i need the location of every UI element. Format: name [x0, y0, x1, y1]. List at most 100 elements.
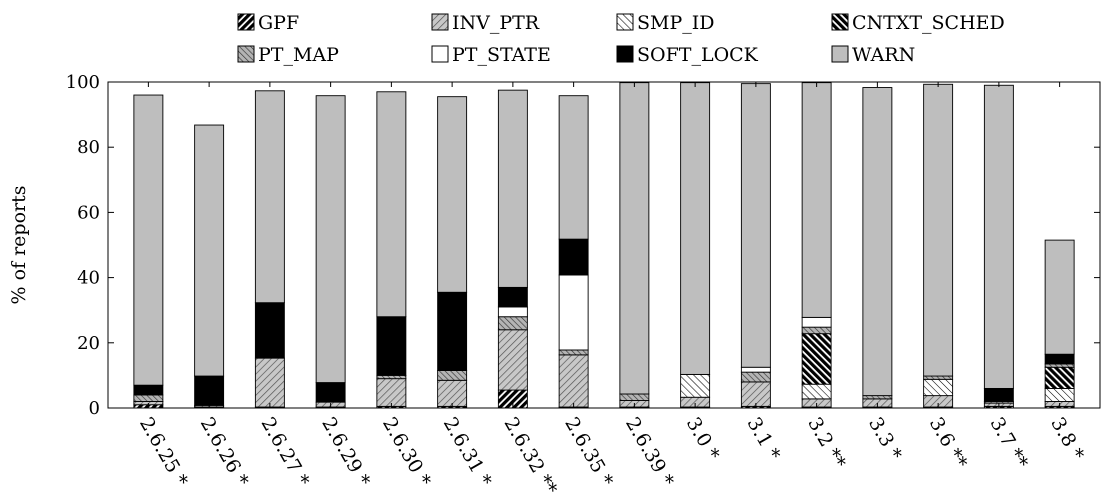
- bar-segment-soft-lock: [376, 316, 407, 376]
- bar-segment-pt-map: [376, 374, 407, 380]
- legend-swatch: [831, 45, 849, 63]
- legend: GPF INV_PTR SMP_ID CNTXT_SCHED PT_MAP PT_STAT…: [237, 12, 1005, 66]
- bar-stack: [254, 90, 285, 409]
- bar-segment-pt-state: [801, 316, 832, 328]
- bar-segment-smp-id: [1044, 387, 1075, 402]
- bar-stack: [376, 91, 407, 409]
- x-tick-label: 3.2 **: [803, 414, 850, 473]
- bar-segment-warn: [680, 82, 711, 375]
- y-tick-label: 60: [77, 202, 100, 223]
- bar-segment-pt-map: [740, 371, 771, 383]
- bar-segment-smp-id: [680, 373, 711, 398]
- bar-segment-soft-lock: [133, 384, 164, 396]
- bar-segment-soft-lock: [497, 286, 528, 308]
- bar-segment-pt-map: [862, 395, 893, 400]
- bar-segment-pt-map: [923, 375, 954, 380]
- x-tick-label: 2.6.30 *: [378, 414, 435, 491]
- bar-segment-warn: [983, 84, 1014, 389]
- bar-segment-warn: [376, 91, 407, 318]
- bar-segment-soft-lock: [1044, 353, 1075, 365]
- y-tick-label: 100: [66, 72, 100, 93]
- bar-stack: [194, 124, 225, 409]
- legend-item-pt-map: PT_MAP: [237, 44, 339, 66]
- bar-segment-pt-map: [497, 316, 528, 331]
- bar-segment-warn: [558, 95, 589, 240]
- plot-frame: [107, 81, 1101, 409]
- y-tick-label: 20: [77, 333, 100, 354]
- bar-segment-inv-ptr: [740, 381, 771, 407]
- legend-label: CNTXT_SCHED: [852, 12, 1005, 34]
- bar-segment-soft-lock: [254, 302, 285, 359]
- bar-segment-warn: [862, 87, 893, 397]
- x-tick-label: 2.6.32 **: [500, 414, 562, 494]
- bar-segment-pt-map: [133, 394, 164, 402]
- x-tick-label: 3.8 *: [1046, 414, 1088, 465]
- bar-segment-soft-lock: [558, 238, 589, 276]
- bar-segment-soft-lock: [194, 375, 225, 406]
- bar-segment-inv-ptr: [437, 379, 468, 407]
- legend-swatch: [431, 45, 449, 63]
- bar-segment-pt-state: [740, 366, 771, 373]
- x-tick-label: 3.1 *: [743, 414, 785, 465]
- x-tick-label: 2.6.27 *: [257, 414, 314, 491]
- bar-segment-warn: [194, 124, 225, 377]
- bar-stack: [801, 82, 832, 409]
- bar-stack: [497, 89, 528, 409]
- bar-segment-inv-ptr: [254, 357, 285, 408]
- bar-segment-warn: [133, 94, 164, 386]
- legend-item-gpf: GPF: [237, 12, 299, 34]
- bar-segment-warn: [254, 90, 285, 304]
- legend-item-inv-ptr: INV_PTR: [431, 12, 540, 34]
- bar-segment-warn: [619, 82, 650, 395]
- y-tick-label: 80: [77, 137, 100, 158]
- bar-segment-warn: [1044, 239, 1075, 355]
- bar-segment-warn: [497, 89, 528, 288]
- bar-stack: [983, 84, 1014, 409]
- x-tick-label: 3.3 *: [864, 414, 906, 465]
- bar-segment-warn: [740, 83, 771, 368]
- y-tick-label: 0: [89, 398, 100, 419]
- bar-stack: [862, 87, 893, 409]
- legend-item-pt-state: PT_STATE: [431, 44, 551, 66]
- bar-segment-inv-ptr: [376, 378, 407, 407]
- legend-item-cntxt-sched: CNTXT_SCHED: [831, 12, 1005, 34]
- bar-stack: [315, 95, 346, 409]
- legend-swatch: [616, 45, 634, 63]
- bar-segment-pt-map: [1044, 363, 1075, 368]
- legend-swatch: [831, 13, 849, 31]
- y-tick-label: 40: [77, 268, 100, 289]
- bar-segment-warn: [315, 95, 346, 384]
- bar-segment-soft-lock: [437, 291, 468, 371]
- legend-label: SOFT_LOCK: [637, 44, 759, 66]
- bar-segment-smp-id: [923, 378, 954, 397]
- bar-segment-inv-ptr: [497, 329, 528, 391]
- x-tick-label: 2.6.39 *: [621, 414, 678, 491]
- x-tick-label: 2.6.25 *: [135, 414, 192, 491]
- bar-stack: [437, 96, 468, 409]
- bar-segment-pt-map: [801, 326, 832, 335]
- x-tick-label: 2.6.29 *: [317, 414, 374, 491]
- bar-stack: [619, 82, 650, 409]
- bar-segment-warn: [801, 82, 832, 318]
- x-tick-label: 3.6 **: [925, 414, 972, 473]
- legend-swatch: [237, 45, 255, 63]
- bar-segment-pt-state: [497, 306, 528, 318]
- bar-stack: [680, 82, 711, 409]
- bar-segment-pt-map: [558, 349, 589, 356]
- bar-stack: [740, 83, 771, 409]
- bar-segment-soft-lock: [315, 382, 346, 403]
- bar-stack: [133, 94, 164, 409]
- bar-segment-inv-ptr: [558, 354, 589, 408]
- legend-item-soft-lock: SOFT_LOCK: [616, 44, 759, 66]
- x-tick-label: 3.0 *: [682, 414, 724, 465]
- legend-swatch: [616, 13, 634, 31]
- legend-label: PT_MAP: [258, 44, 339, 66]
- bar-stack: [1044, 239, 1075, 409]
- bar-segment-pt-map: [437, 370, 468, 381]
- bar-stack: [558, 95, 589, 409]
- legend-label: SMP_ID: [637, 12, 715, 34]
- y-axis-ticks: 0 20 40 60 80 100: [66, 72, 1100, 419]
- legend-swatch: [237, 13, 255, 31]
- bar-segment-pt-state: [558, 274, 589, 351]
- legend-item-smp-id: SMP_ID: [616, 12, 715, 34]
